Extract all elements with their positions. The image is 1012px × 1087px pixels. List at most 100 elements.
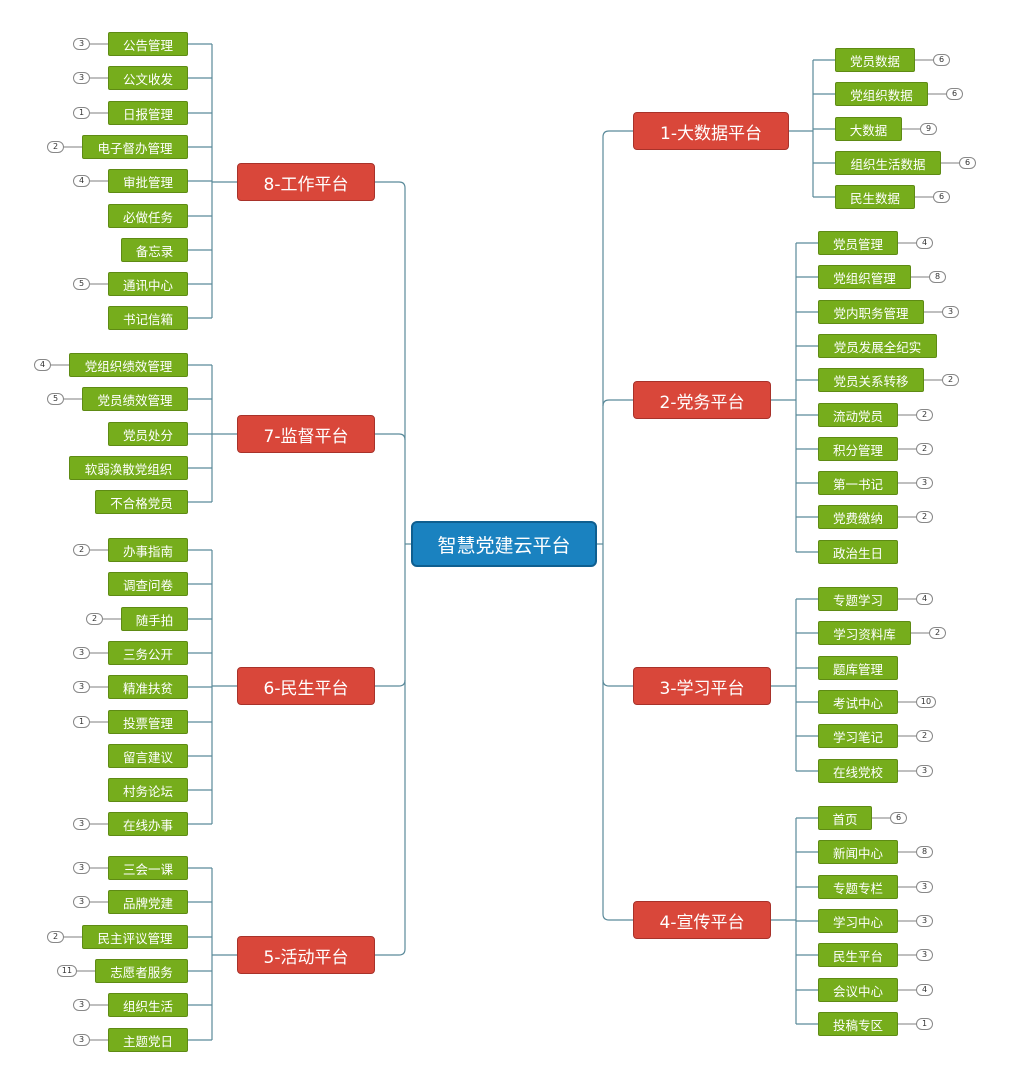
leaf-node[interactable]: 党员管理 [818,231,898,255]
leaf-node[interactable]: 公文收发 [108,66,188,90]
leaf-node[interactable]: 公告管理 [108,32,188,56]
child-count-badge: 3 [916,949,933,961]
leaf-node[interactable]: 调查问卷 [108,572,188,596]
child-count-badge: 1 [73,107,90,119]
leaf-node[interactable]: 民主评议管理 [82,925,188,949]
leaf-node[interactable]: 三会一课 [108,856,188,880]
leaf-node[interactable]: 会议中心 [818,978,898,1002]
child-count-badge: 6 [933,54,950,66]
leaf-node[interactable]: 党员处分 [108,422,188,446]
leaf-node[interactable]: 民生数据 [835,185,915,209]
leaf-node[interactable]: 党员绩效管理 [82,387,188,411]
leaf-node[interactable]: 积分管理 [818,437,898,461]
leaf-node[interactable]: 考试中心 [818,690,898,714]
branch-node-2[interactable]: 2-党务平台 [633,381,771,419]
leaf-node[interactable]: 办事指南 [108,538,188,562]
child-count-badge: 8 [929,271,946,283]
child-count-badge: 2 [916,409,933,421]
leaf-node[interactable]: 政治生日 [818,540,898,564]
leaf-node[interactable]: 首页 [818,806,872,830]
branch-node-4[interactable]: 4-宣传平台 [633,901,771,939]
leaf-node[interactable]: 党组织绩效管理 [69,353,188,377]
leaf-node[interactable]: 三务公开 [108,641,188,665]
leaf-node[interactable]: 志愿者服务 [95,959,188,983]
leaf-node[interactable]: 品牌党建 [108,890,188,914]
leaf-node[interactable]: 投票管理 [108,710,188,734]
branch-node-5[interactable]: 5-活动平台 [237,936,375,974]
child-count-badge: 4 [73,175,90,187]
leaf-node[interactable]: 投稿专区 [818,1012,898,1036]
leaf-node[interactable]: 民生平台 [818,943,898,967]
child-count-badge: 4 [916,237,933,249]
child-count-badge: 6 [946,88,963,100]
branch-node-7[interactable]: 7-监督平台 [237,415,375,453]
leaf-node[interactable]: 审批管理 [108,169,188,193]
child-count-badge: 1 [916,1018,933,1030]
child-count-badge: 3 [942,306,959,318]
child-count-badge: 2 [916,730,933,742]
child-count-badge: 4 [916,593,933,605]
leaf-node[interactable]: 专题学习 [818,587,898,611]
leaf-node[interactable]: 流动党员 [818,403,898,427]
child-count-badge: 9 [920,123,937,135]
leaf-node[interactable]: 党费缴纳 [818,505,898,529]
connector-line [375,433,406,441]
branch-node-1[interactable]: 1-大数据平台 [633,112,789,150]
leaf-node[interactable]: 不合格党员 [95,490,188,514]
child-count-badge: 8 [916,846,933,858]
child-count-badge: 3 [73,38,90,50]
leaf-node[interactable]: 精准扶贫 [108,675,188,699]
child-count-badge: 2 [47,141,64,153]
leaf-node[interactable]: 随手拍 [121,607,188,631]
child-count-badge: 2 [47,931,64,943]
leaf-node[interactable]: 学习中心 [818,909,898,933]
leaf-node[interactable]: 留言建议 [108,744,188,768]
branch-node-6[interactable]: 6-民生平台 [237,667,375,705]
leaf-node[interactable]: 备忘录 [121,238,188,262]
leaf-node[interactable]: 党员数据 [835,48,915,72]
leaf-node[interactable]: 党组织数据 [835,82,928,106]
leaf-node[interactable]: 第一书记 [818,471,898,495]
child-count-badge: 1 [73,716,90,728]
child-count-badge: 3 [73,647,90,659]
leaf-node[interactable]: 党组织管理 [818,265,911,289]
child-count-badge: 11 [57,965,77,977]
leaf-node[interactable]: 学习资料库 [818,621,911,645]
child-count-badge: 3 [916,765,933,777]
leaf-node[interactable]: 在线办事 [108,812,188,836]
leaf-node[interactable]: 大数据 [835,117,902,141]
connector-line [375,181,406,189]
leaf-node[interactable]: 主题党日 [108,1028,188,1052]
leaf-node[interactable]: 组织生活 [108,993,188,1017]
leaf-node[interactable]: 新闻中心 [818,840,898,864]
connector-line [602,130,633,138]
leaf-node[interactable]: 组织生活数据 [835,151,941,175]
branch-node-8[interactable]: 8-工作平台 [237,163,375,201]
leaf-node[interactable]: 专题专栏 [818,875,898,899]
leaf-node[interactable]: 书记信箱 [108,306,188,330]
child-count-badge: 2 [86,613,103,625]
leaf-node[interactable]: 学习笔记 [818,724,898,748]
leaf-node[interactable]: 通讯中心 [108,272,188,296]
child-count-badge: 4 [916,984,933,996]
child-count-badge: 5 [47,393,64,405]
child-count-badge: 3 [73,896,90,908]
connector-line [375,679,406,687]
child-count-badge: 2 [929,627,946,639]
connector-line [375,948,406,956]
leaf-node[interactable]: 在线党校 [818,759,898,783]
branch-node-3[interactable]: 3-学习平台 [633,667,771,705]
root-node[interactable]: 智慧党建云平台 [411,521,597,567]
child-count-badge: 3 [916,915,933,927]
leaf-node[interactable]: 必做任务 [108,204,188,228]
leaf-node[interactable]: 日报管理 [108,101,188,125]
leaf-node[interactable]: 软弱涣散党组织 [69,456,188,480]
child-count-badge: 5 [73,278,90,290]
leaf-node[interactable]: 题库管理 [818,656,898,680]
child-count-badge: 2 [916,443,933,455]
leaf-node[interactable]: 村务论坛 [108,778,188,802]
leaf-node[interactable]: 党员关系转移 [818,368,924,392]
leaf-node[interactable]: 电子督办管理 [82,135,188,159]
leaf-node[interactable]: 党员发展全纪实 [818,334,937,358]
leaf-node[interactable]: 党内职务管理 [818,300,924,324]
